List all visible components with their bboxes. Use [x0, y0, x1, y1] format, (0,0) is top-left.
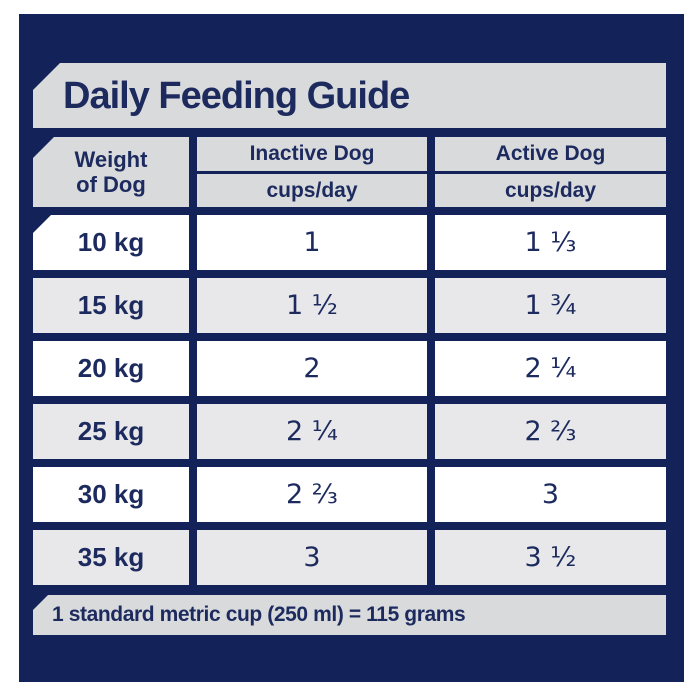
active-dog-value: 1 ⅓	[435, 215, 666, 270]
title-bar: Daily Feeding Guide	[33, 63, 666, 128]
active-dog-value: 1 ¾	[435, 278, 666, 333]
header-weight-of-dog: Weight of Dog	[33, 137, 189, 207]
feeding-guide-panel: Daily Feeding Guide Weight of Dog Inacti…	[19, 14, 684, 682]
weight-cell: 25 kg	[33, 404, 189, 459]
inactive-dog-unit: cups/day	[266, 178, 358, 202]
inactive-dog-value: 1 ½	[197, 278, 427, 333]
header-divider	[435, 171, 666, 174]
table-row: 20 kg 2 2 ¼	[33, 341, 666, 396]
table-row: 35 kg 3 3 ½	[33, 530, 666, 585]
header-divider	[197, 171, 427, 174]
active-dog-label: Active Dog	[495, 142, 606, 165]
inactive-dog-label: Inactive Dog	[249, 142, 375, 165]
weight-cell: 10 kg	[33, 215, 189, 270]
active-dog-value: 3 ½	[435, 530, 666, 585]
header-active-dog: Active Dog cups/day	[435, 137, 666, 207]
cup-conversion-note: 1 standard metric cup (250 ml) = 115 gra…	[52, 603, 466, 626]
inactive-dog-value: 3	[197, 530, 427, 585]
page-title: Daily Feeding Guide	[63, 74, 410, 117]
weight-cell: 35 kg	[33, 530, 189, 585]
active-dog-unit: cups/day	[504, 178, 597, 202]
weight-header-line1: Weight	[74, 147, 148, 172]
active-dog-value: 3	[435, 467, 666, 522]
inactive-dog-value: 2 ¼	[197, 404, 427, 459]
footnote-bar: 1 standard metric cup (250 ml) = 115 gra…	[33, 595, 666, 635]
inactive-dog-value: 2	[197, 341, 427, 396]
weight-cell: 15 kg	[33, 278, 189, 333]
table-header-row: Weight of Dog Inactive Dog cups/day Acti…	[33, 137, 666, 207]
table-row: 25 kg 2 ¼ 2 ⅔	[33, 404, 666, 459]
header-inactive-dog: Inactive Dog cups/day	[197, 137, 427, 207]
table-row: 10 kg 1 1 ⅓	[33, 215, 666, 270]
weight-header-line2: of Dog	[76, 172, 146, 197]
weight-cell: 30 kg	[33, 467, 189, 522]
feeding-guide-content: Daily Feeding Guide Weight of Dog Inacti…	[33, 63, 666, 635]
weight-cell: 20 kg	[33, 341, 189, 396]
active-dog-value: 2 ¼	[435, 341, 666, 396]
inactive-dog-value: 2 ⅔	[197, 467, 427, 522]
active-dog-value: 2 ⅔	[435, 404, 666, 459]
table-row: 15 kg 1 ½ 1 ¾	[33, 278, 666, 333]
inactive-dog-value: 1	[197, 215, 427, 270]
table-row: 30 kg 2 ⅔ 3	[33, 467, 666, 522]
